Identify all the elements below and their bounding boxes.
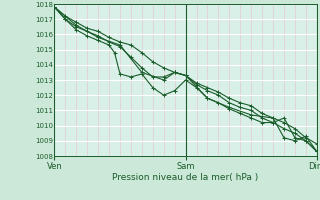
X-axis label: Pression niveau de la mer( hPa ): Pression niveau de la mer( hPa ) xyxy=(112,173,259,182)
